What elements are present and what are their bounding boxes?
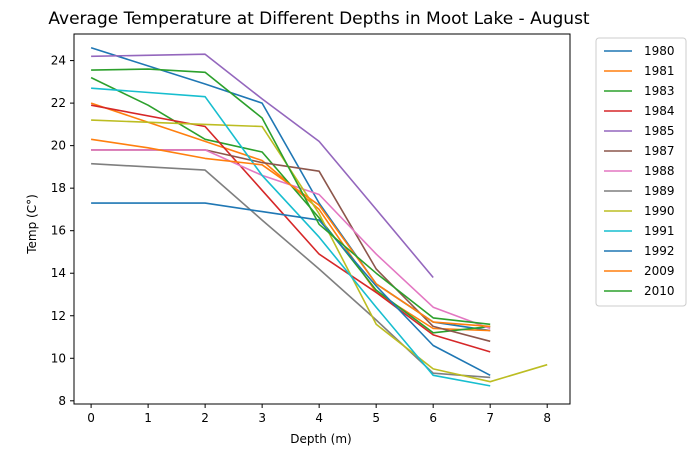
plot-frame (73, 33, 571, 405)
legend-item: 1989 (604, 184, 675, 198)
legend: 1980 1981 1983 1984 1985 1987 1988 1989 1990 1991… (595, 37, 687, 307)
series-line-1984 (90, 104, 491, 353)
legend-label: 1983 (644, 84, 675, 98)
y-axis-label: Temp (C°) (25, 194, 39, 255)
chart-title: Average Temperature at Different Depths … (48, 9, 590, 29)
legend-label: 1984 (644, 104, 675, 118)
y-tick-label: 14 (51, 266, 66, 280)
series-line-1990 (91, 119, 548, 383)
x-tick-label: 8 (543, 411, 551, 425)
series-line-1988 (91, 149, 491, 330)
legend-item: 1987 (604, 144, 675, 158)
x-tick-label: 5 (372, 411, 380, 425)
legend-item: 1981 (604, 64, 675, 78)
x-axis: 0 1 2 3 4 5 6 7 8 (87, 404, 551, 425)
legend-label: 2009 (644, 264, 675, 278)
y-tick-label: 22 (51, 96, 66, 110)
x-tick-label: 6 (429, 411, 437, 425)
series-line-1991 (91, 87, 491, 387)
x-tick-label: 7 (486, 411, 494, 425)
plot-area (73, 33, 571, 405)
series-line-1985 (91, 53, 434, 279)
legend-item: 1984 (604, 104, 675, 118)
series-line-2009 (90, 138, 491, 328)
series-line-2010 (91, 68, 491, 326)
y-tick-label: 20 (51, 139, 66, 153)
legend-label: 1989 (644, 184, 675, 198)
legend-item: 1988 (604, 164, 675, 178)
y-tick-label: 12 (51, 309, 66, 323)
legend-item: 1985 (604, 124, 675, 138)
legend-item: 1992 (604, 244, 675, 258)
x-axis-label: Depth (m) (290, 432, 351, 446)
legend-item: 1990 (604, 204, 675, 218)
legend-item: 1991 (604, 224, 675, 238)
legend-label: 2010 (644, 284, 675, 298)
legend-label: 1985 (644, 124, 675, 138)
y-tick-label: 18 (51, 181, 66, 195)
x-tick-label: 1 (144, 411, 152, 425)
series-layer (90, 47, 548, 387)
y-tick-label: 8 (58, 394, 66, 408)
legend-item: 2009 (604, 264, 675, 278)
x-tick-label: 2 (201, 411, 209, 425)
legend-item: 2010 (604, 284, 675, 298)
y-tick-label: 24 (51, 54, 66, 68)
legend-label: 1981 (644, 64, 675, 78)
x-tick-label: 4 (315, 411, 323, 425)
series-line-1992 (91, 202, 491, 377)
legend-label: 1980 (644, 44, 675, 58)
x-tick-label: 3 (258, 411, 266, 425)
series-line-1989 (91, 162, 491, 379)
x-tick-label: 0 (87, 411, 95, 425)
legend-item: 1980 (604, 44, 675, 58)
y-axis: 8 10 12 14 16 18 20 22 24 (51, 54, 74, 408)
legend-label: 1988 (644, 164, 675, 178)
y-tick-label: 16 (51, 224, 66, 238)
legend-label: 1991 (644, 224, 675, 238)
legend-box (595, 37, 687, 307)
legend-label: 1987 (644, 144, 675, 158)
legend-label: 1992 (644, 244, 675, 258)
legend-label: 1990 (644, 204, 675, 218)
legend-item: 1983 (604, 84, 675, 98)
series-line-1980 (90, 47, 491, 332)
y-tick-label: 10 (51, 351, 66, 365)
series-line-1981 (90, 102, 491, 332)
